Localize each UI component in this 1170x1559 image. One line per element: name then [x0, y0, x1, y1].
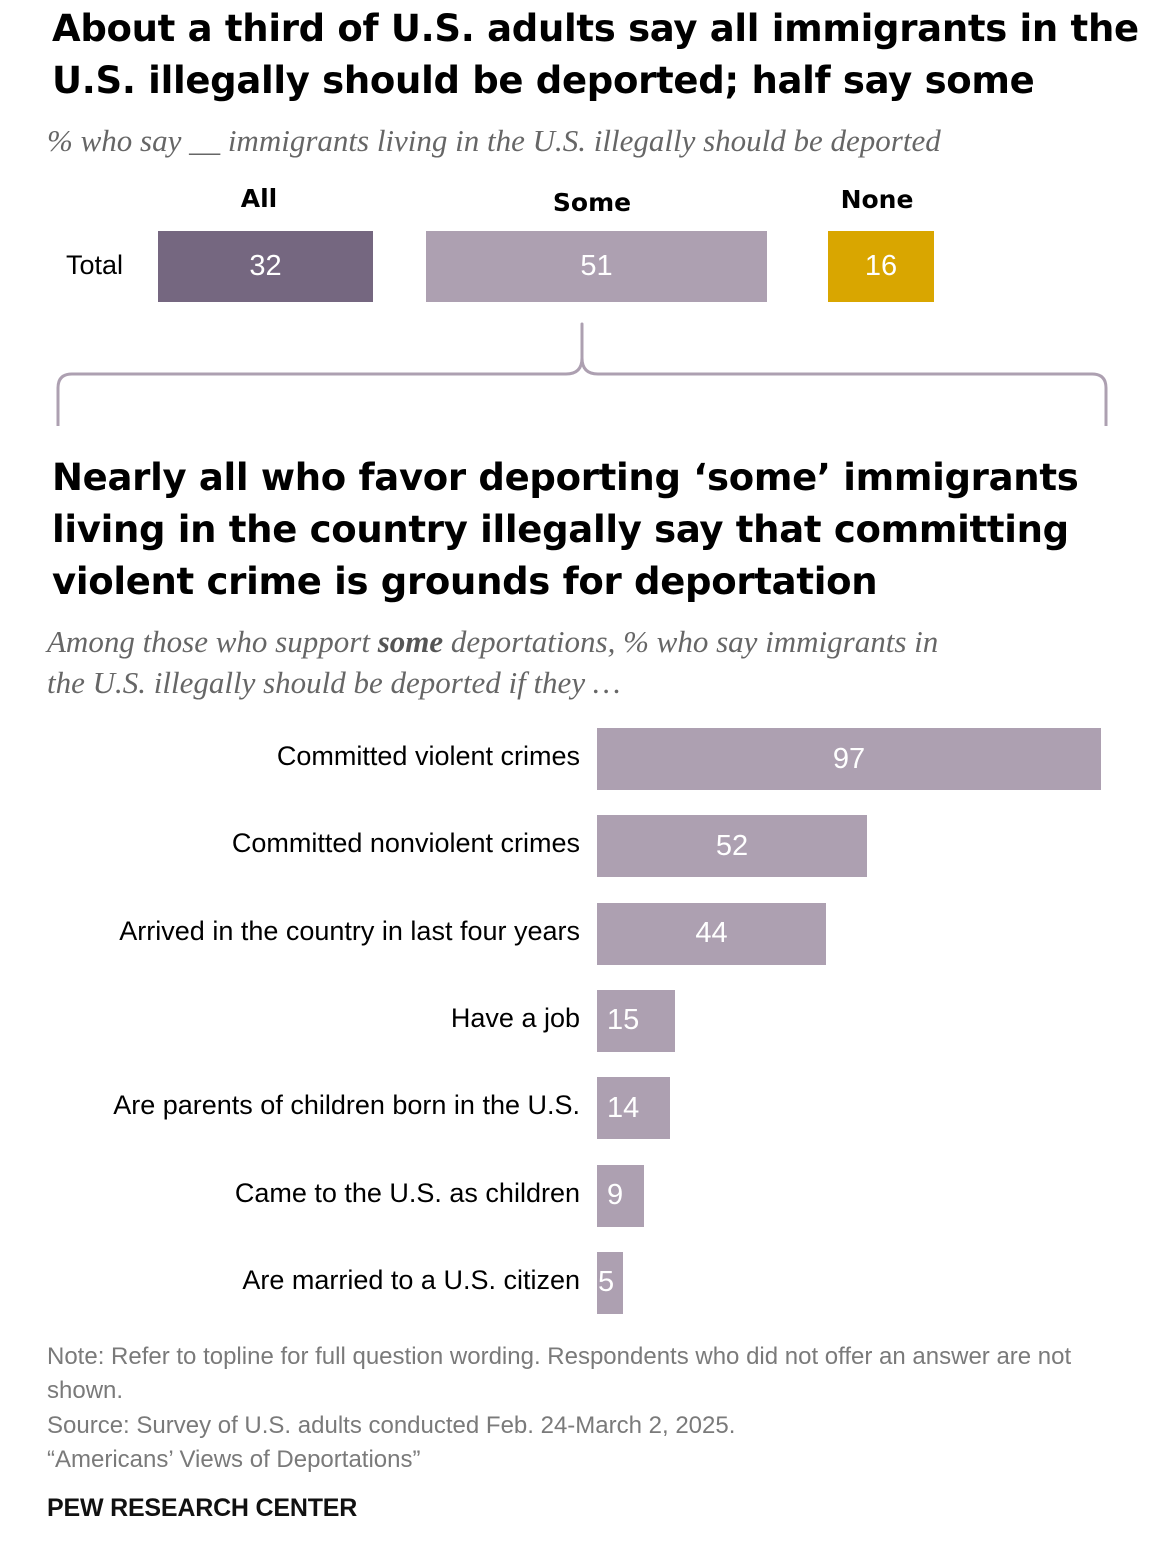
- bar-none: 16: [828, 231, 934, 302]
- column-header-all: All: [240, 184, 278, 213]
- bar-category-label: Arrived in the country in last four year…: [119, 915, 580, 946]
- bar-category-label: Committed violent crimes: [276, 741, 580, 771]
- bracket-path: [56, 322, 1108, 426]
- bar-none-value: 16: [864, 250, 898, 282]
- note-text: Note: Refer to topline for full question…: [47, 1343, 1072, 1404]
- chart-subtitle: % who say __ immigrants living in the U.…: [47, 123, 941, 158]
- bar-some: 51: [426, 231, 767, 302]
- second-title-line: violent crime is grounds for deportation: [52, 560, 878, 603]
- column-header-some: Some: [552, 188, 632, 217]
- reason-bar-value: 9: [607, 1179, 624, 1211]
- column-header-none: None: [840, 185, 914, 214]
- reason-bar-value: 15: [607, 1004, 640, 1037]
- bar-category-label: Have a job: [450, 1002, 580, 1033]
- source-text: Source: Survey of U.S. adults conducted …: [47, 1412, 736, 1439]
- row-label-total: Total: [66, 250, 124, 280]
- reason-bar-value: 97: [832, 742, 866, 775]
- bar-category-label: Are parents of children born in the U.S.: [113, 1090, 580, 1121]
- second-subtitle-line-1: Among those who support some deportation…: [47, 621, 938, 662]
- brand-logo-text: PEW RESEARCH CENTER: [47, 1494, 358, 1522]
- reason-bar: 15: [597, 989, 675, 1052]
- second-subtitle-line-2: the U.S. illegally should be deported if…: [47, 665, 621, 700]
- reason-bar: 14: [597, 1077, 670, 1140]
- report-title: “Americans’ Views of Deportations”: [47, 1446, 421, 1473]
- second-title-line: living in the country illegally say that…: [52, 508, 1069, 551]
- bar-all: 32: [158, 231, 373, 302]
- reason-bar: 52: [597, 815, 867, 878]
- bar-some-value: 51: [580, 250, 613, 282]
- bar-category-label: Came to the U.S. as children: [234, 1177, 580, 1208]
- bar-all-value: 32: [249, 250, 282, 282]
- reason-bar: 9: [597, 1164, 644, 1227]
- chart-title: About a third of U.S. adults say all imm…: [52, 3, 1139, 107]
- reason-bar-value: 14: [607, 1091, 640, 1124]
- reason-bar: 97: [597, 728, 1101, 790]
- reason-bar: 5: [597, 1251, 623, 1314]
- reason-bar-value: 52: [715, 829, 749, 862]
- subtitle-bold: some: [377, 624, 444, 659]
- second-chart-title: Nearly all who favor deporting ‘some’ im…: [52, 452, 1079, 608]
- subtitle-pre: Among those who support: [47, 624, 378, 659]
- reason-bar: 44: [597, 902, 826, 965]
- bar-category-label: Are married to a U.S. citizen: [242, 1264, 580, 1295]
- subtitle-post: deportations, % who say immigrants in: [443, 624, 939, 659]
- reason-bar-value: 5: [598, 1266, 615, 1299]
- reason-bar-value: 44: [695, 917, 728, 950]
- chart-title-line: About a third of U.S. adults say all imm…: [52, 7, 1139, 50]
- second-title-line: Nearly all who favor deporting ‘some’ im…: [52, 456, 1079, 499]
- chart-title-line: U.S. illegally should be deported; half …: [52, 59, 1035, 102]
- bracket-connector: [56, 322, 1108, 426]
- bar-category-label: Committed nonviolent crimes: [231, 828, 580, 859]
- second-chart-subtitle: Among those who support some deportation…: [47, 621, 938, 703]
